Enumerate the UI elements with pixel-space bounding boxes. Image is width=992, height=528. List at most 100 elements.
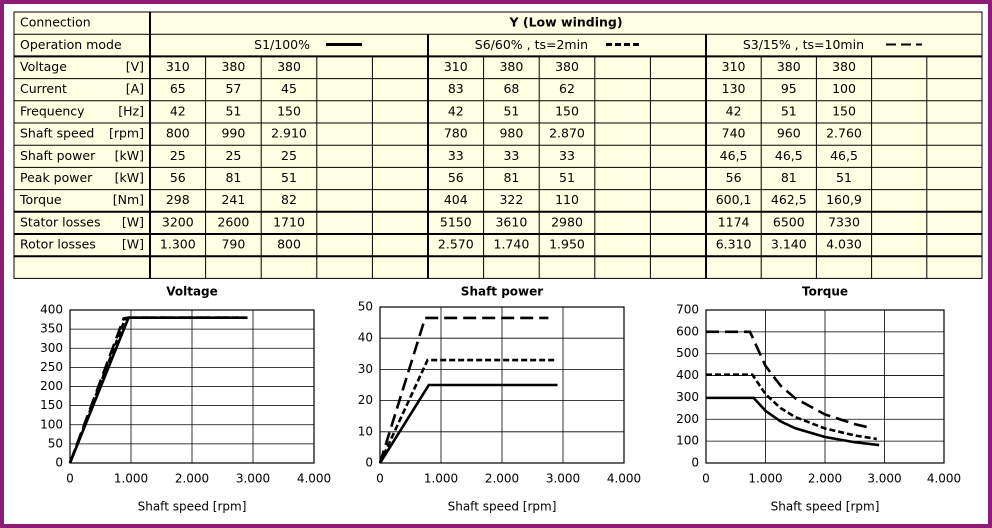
cell-value: 790: [221, 237, 245, 252]
cell-value: 51: [503, 103, 519, 118]
cell-value: 33: [448, 148, 464, 163]
x-tick-label: 3.000: [546, 472, 580, 486]
cell-value: 81: [503, 170, 519, 185]
cell-value: 380: [277, 59, 301, 74]
cell-value: 100: [832, 81, 856, 96]
row-label: Peak power: [20, 170, 93, 185]
row-label: Rotor losses: [20, 237, 96, 252]
x-tick-label: 3.000: [867, 472, 901, 486]
table: S1/100% S6/60% , ts=2min S3/15% , ts=10min…: [13, 11, 983, 279]
chart: Torque 0 100 200 300 400 500 600 700 0 1.000 2.000 3…: [676, 285, 961, 514]
cell-value: 56: [170, 170, 186, 185]
cell-value: 160,9: [826, 192, 862, 207]
row-label: Shaft power: [20, 148, 96, 163]
cell-value: 81: [225, 170, 241, 185]
x-tick-label: 0: [66, 472, 74, 486]
series-line: [378, 358, 556, 464]
row-label: Voltage: [20, 59, 67, 74]
cell-value: 46,5: [830, 148, 858, 163]
y-tick-label: 100: [676, 434, 699, 448]
y-tick-label: 0: [365, 456, 373, 470]
y-tick-label: 500: [676, 346, 699, 360]
connection-value: Y (Low winding): [508, 15, 622, 30]
cell-value: 310: [444, 59, 468, 74]
cell-value: 25: [225, 148, 241, 163]
y-tick-label: 40: [358, 331, 373, 345]
cell-value: 380: [832, 59, 856, 74]
row-label: Stator losses: [20, 214, 101, 229]
cell-value: 1.300: [160, 237, 196, 252]
plot-border: [69, 309, 315, 464]
row-label: Operation mode: [20, 37, 122, 52]
cell-value: 1710: [273, 214, 305, 229]
cell-value: 2.760: [826, 126, 862, 141]
row-label: Connection: [20, 15, 91, 30]
row-unit: [W]: [122, 237, 144, 252]
cell-value: 2.870: [549, 126, 585, 141]
cell-value: 25: [281, 148, 297, 163]
row-label: Current: [20, 81, 67, 96]
chart: Shaft power 0 10 20 30 40 50 0 1.000 2.000 3.000 4.…: [358, 285, 641, 514]
cell-value: 42: [726, 103, 742, 118]
cell-value: 45: [281, 81, 297, 96]
y-tick-label: 200: [676, 412, 699, 426]
cell-value: 46,5: [720, 148, 748, 163]
cell-value: 3200: [162, 214, 194, 229]
cell-value: 380: [499, 59, 523, 74]
cell-value: 33: [503, 148, 519, 163]
series-line: [378, 316, 549, 464]
y-tick-label: 300: [676, 390, 699, 404]
row-unit: [rpm]: [109, 126, 144, 141]
cell-value: 150: [555, 103, 579, 118]
x-axis-label: Shaft speed [rpm]: [448, 500, 557, 514]
chart: Voltage 0 50 100 150 200 250 300 350 400 0 1.000 2.0…: [40, 285, 331, 514]
y-tick-label: 400: [676, 368, 699, 382]
x-tick-label: 1.000: [424, 472, 458, 486]
y-tick-label: 600: [676, 324, 699, 338]
cell-value: 6500: [773, 214, 805, 229]
row-label: Torque: [19, 192, 62, 207]
row-label: Frequency: [20, 103, 85, 118]
cell-value: 310: [166, 59, 190, 74]
chart-title: Voltage: [166, 285, 218, 299]
series-line: [706, 373, 877, 441]
cell-value: 68: [503, 81, 519, 96]
cell-value: 46,5: [775, 148, 803, 163]
x-tick-label: 2.000: [808, 472, 842, 486]
cell-value: 780: [444, 126, 468, 141]
cell-value: 380: [221, 59, 245, 74]
cell-value: 51: [836, 170, 852, 185]
cell-value: 4.030: [826, 237, 862, 252]
row-unit: [kW]: [115, 148, 144, 163]
x-tick-label: 4.000: [927, 472, 961, 486]
cell-value: 980: [499, 126, 523, 141]
x-tick-label: 4.000: [297, 472, 331, 486]
cell-value: 241: [221, 192, 245, 207]
cell-value: 2.910: [271, 126, 307, 141]
row-unit: [A]: [126, 81, 144, 96]
cell-value: 380: [777, 59, 801, 74]
cell-value: 51: [559, 170, 575, 185]
x-axis-label: Shaft speed [rpm]: [771, 500, 880, 514]
x-tick-label: 0: [376, 472, 384, 486]
mode-label: S1/100%: [254, 37, 310, 52]
cell-value: 7330: [828, 214, 860, 229]
plot-border: [705, 309, 945, 464]
cell-value: 2.570: [438, 237, 474, 252]
cell-value: 95: [781, 81, 797, 96]
cell-value: 82: [281, 192, 297, 207]
x-axis-label: Shaft speed [rpm]: [138, 500, 247, 514]
x-tick-label: 2.000: [485, 472, 519, 486]
x-tick-label: 1.000: [114, 472, 148, 486]
y-tick-label: 10: [358, 424, 373, 438]
y-tick-label: 100: [40, 417, 63, 431]
row-unit: [Hz]: [118, 103, 144, 118]
cell-value: 33: [559, 148, 575, 163]
cell-value: 310: [722, 59, 746, 74]
y-tick-label: 50: [48, 436, 63, 450]
plot-border: [379, 306, 625, 464]
mode-label: S3/15% , ts=10min: [743, 37, 864, 52]
cell-value: 65: [170, 81, 186, 96]
series-line: [706, 330, 871, 430]
cell-value: 322: [499, 192, 523, 207]
